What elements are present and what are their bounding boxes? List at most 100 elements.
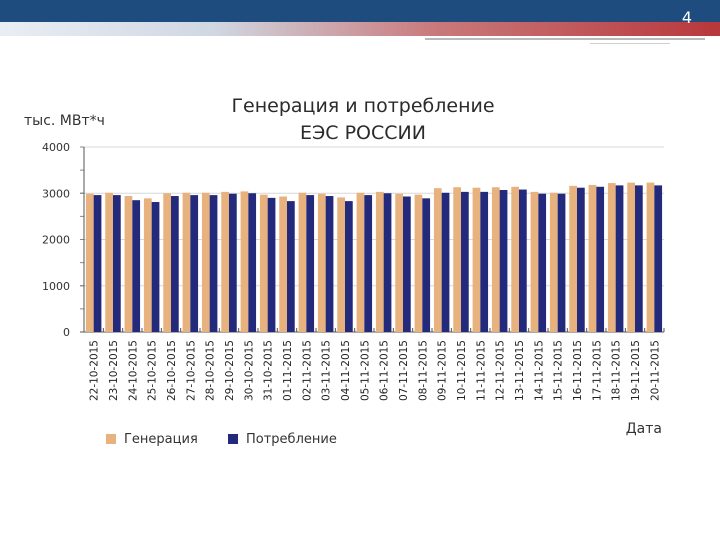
x-tick-label: 18-11-2015: [611, 340, 623, 401]
bar-generation: [240, 191, 249, 332]
decor-line: [425, 38, 705, 40]
bar-generation: [530, 191, 539, 332]
bar-consumption: [422, 198, 431, 332]
slide-number: 4: [681, 8, 692, 27]
x-tick-label: 07-11-2015: [398, 340, 410, 401]
bar-generation: [124, 196, 133, 332]
bar-generation: [433, 188, 442, 332]
bar-consumption: [635, 185, 643, 332]
y-axis-label: тыс. МВт*ч: [24, 113, 105, 129]
x-tick-label: 03-11-2015: [321, 340, 333, 401]
bar-generation: [337, 197, 345, 332]
bar-consumption: [577, 187, 585, 332]
bar-consumption: [93, 195, 102, 332]
bar-generation: [472, 187, 481, 332]
bar-generation: [511, 186, 519, 332]
bar-generation: [143, 198, 152, 332]
bar-consumption: [557, 193, 566, 332]
bar-generation: [395, 193, 403, 332]
x-tick-label: 26-10-2015: [166, 340, 178, 401]
bar-generation: [607, 183, 616, 332]
bar-generation: [279, 196, 287, 332]
bar-consumption: [345, 201, 353, 332]
bar-consumption: [229, 193, 237, 332]
x-tick-label: 22-10-2015: [89, 340, 101, 401]
y-tick-label: 1000: [42, 280, 70, 293]
bar-generation: [356, 192, 365, 332]
bar-consumption: [248, 193, 257, 332]
bar-consumption: [190, 195, 199, 332]
bar-consumption: [171, 196, 179, 332]
bar-consumption: [499, 190, 508, 332]
bar-consumption: [519, 189, 527, 332]
bar-generation: [85, 193, 94, 332]
bar-consumption: [596, 186, 605, 332]
bar-consumption: [113, 195, 121, 332]
bar-consumption: [325, 196, 334, 332]
legend-swatch-generation: [106, 434, 116, 444]
y-tick-label: 4000: [42, 141, 70, 154]
bar-consumption: [364, 195, 373, 332]
x-tick-label: 02-11-2015: [301, 340, 313, 401]
bar-generation: [646, 182, 655, 332]
bar-consumption: [132, 200, 141, 332]
x-tick-label: 20-11-2015: [649, 340, 661, 401]
bar-generation: [569, 185, 577, 332]
bar-consumption: [209, 195, 218, 332]
bar-consumption: [306, 195, 315, 332]
x-tick-label: 04-11-2015: [340, 340, 352, 401]
bar-generation: [298, 192, 307, 332]
bar-generation: [182, 192, 191, 332]
x-tick-label: 27-10-2015: [185, 340, 197, 401]
legend-label-consumption: Потребление: [246, 432, 337, 447]
x-tick-label: 28-10-2015: [205, 340, 217, 401]
decor-line-short: [590, 43, 670, 44]
x-tick-label: 19-11-2015: [630, 340, 642, 401]
x-tick-label: 01-11-2015: [282, 340, 294, 401]
bar-generation: [105, 192, 113, 332]
bar-consumption: [267, 197, 276, 332]
bar-generation: [201, 192, 210, 332]
bar-consumption: [441, 192, 450, 332]
chart-title-line2: ЕЭС РОССИИ: [300, 122, 426, 144]
chart-title-line1: Генерация и потребление: [231, 95, 494, 117]
bar-generation: [221, 191, 229, 332]
bar-generation: [549, 192, 558, 332]
bar-generation: [375, 191, 384, 332]
bar-consumption: [287, 201, 295, 332]
x-tick-label: 15-11-2015: [553, 340, 565, 401]
x-tick-label: 13-11-2015: [514, 340, 526, 401]
legend-swatch-consumption: [228, 434, 238, 444]
bar-generation: [627, 182, 635, 332]
bar-generation: [453, 187, 461, 332]
x-tick-label: 05-11-2015: [359, 340, 371, 401]
legend-label-generation: Генерация: [124, 432, 198, 447]
x-tick-label: 11-11-2015: [475, 340, 487, 401]
plot-area: 0 1000 2000 3000 4000 22-10-2015 23-10-2015 24-…: [42, 141, 665, 401]
x-tick-label: 30-10-2015: [243, 340, 255, 401]
bar-generation: [317, 193, 326, 332]
bar-consumption: [383, 193, 392, 332]
bar-consumption: [461, 191, 469, 332]
x-tick-label: 16-11-2015: [572, 340, 584, 401]
x-tick-label: 24-10-2015: [127, 340, 139, 401]
bar-generation: [588, 184, 597, 332]
y-tick-label: 2000: [42, 234, 70, 247]
bar-consumption: [403, 196, 411, 332]
bar-consumption: [654, 185, 663, 332]
y-tick-label: 0: [63, 326, 70, 339]
bar-consumption: [151, 202, 160, 332]
legend: Генерация Потребление: [106, 432, 337, 447]
x-tick-label: 09-11-2015: [437, 340, 449, 401]
x-tick-label: 23-10-2015: [108, 340, 120, 401]
x-tick-label: 08-11-2015: [417, 340, 429, 401]
x-axis-label: Дата: [626, 421, 662, 437]
x-tick-label: 10-11-2015: [456, 340, 468, 401]
x-tick-label: 12-11-2015: [495, 340, 507, 401]
x-tick-label: 17-11-2015: [591, 340, 603, 401]
accent-band: [0, 22, 720, 36]
bar-generation: [491, 187, 500, 332]
bar-generation: [414, 194, 423, 332]
bar-consumption: [615, 185, 624, 332]
